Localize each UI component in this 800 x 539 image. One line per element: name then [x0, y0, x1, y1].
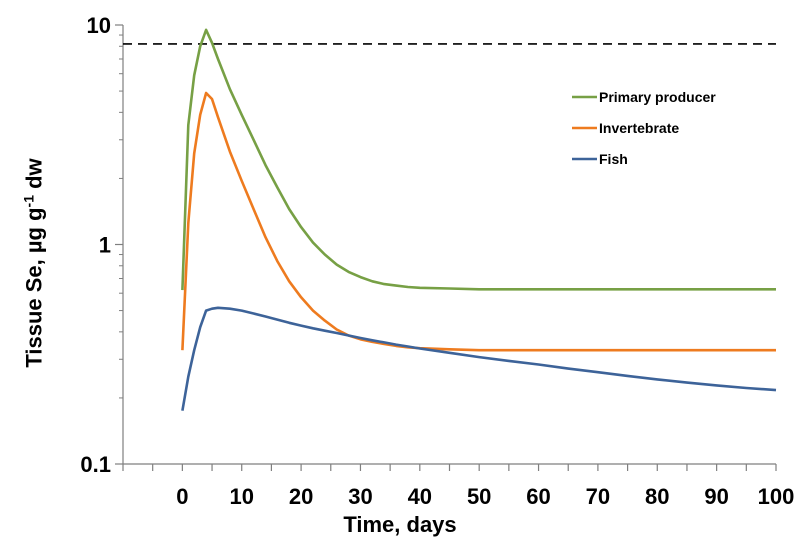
- series-line-primary-producer: [181, 28, 776, 291]
- y-axis-title: Tissue Se, µg g-1 dw: [20, 158, 47, 367]
- x-tick-label: 90: [704, 484, 728, 509]
- x-tick-label: 40: [408, 484, 432, 509]
- x-tick-label: 100: [758, 484, 795, 509]
- y-axis-title-superscript: -1: [20, 195, 37, 208]
- y-tick-label: 10: [87, 13, 111, 38]
- x-tick-label: 20: [289, 484, 313, 509]
- legend-label: Primary producer: [599, 89, 716, 105]
- x-tick-label: 0: [176, 484, 188, 509]
- legend-label: Fish: [599, 151, 628, 167]
- y-axis-title-container: Tissue Se, µg g-1 dw: [0, 0, 46, 539]
- x-tick-label: 10: [229, 484, 253, 509]
- x-tick-label: 50: [467, 484, 491, 509]
- x-tick-label: 60: [526, 484, 550, 509]
- legend-label: Invertebrate: [599, 120, 679, 136]
- legend: Primary producer Invertebrate Fish: [572, 89, 716, 167]
- y-tick-label: 1: [99, 233, 111, 258]
- series-line-invertebrate: [181, 91, 776, 352]
- y-axis-title-main: Tissue Se, µg g: [21, 207, 47, 368]
- series-layer: [181, 28, 777, 411]
- x-tick-label: 30: [348, 484, 372, 509]
- x-tick-label: 80: [645, 484, 669, 509]
- axes-layer: [115, 24, 777, 471]
- blank-cover-box: [104, 482, 156, 522]
- series-line-fish: [181, 306, 777, 411]
- y-axis-title-unit: dw: [21, 158, 47, 195]
- x-axis-title: Time, days: [343, 512, 456, 537]
- y-tick-label: 0.1: [80, 452, 111, 477]
- x-tick-label: 70: [586, 484, 610, 509]
